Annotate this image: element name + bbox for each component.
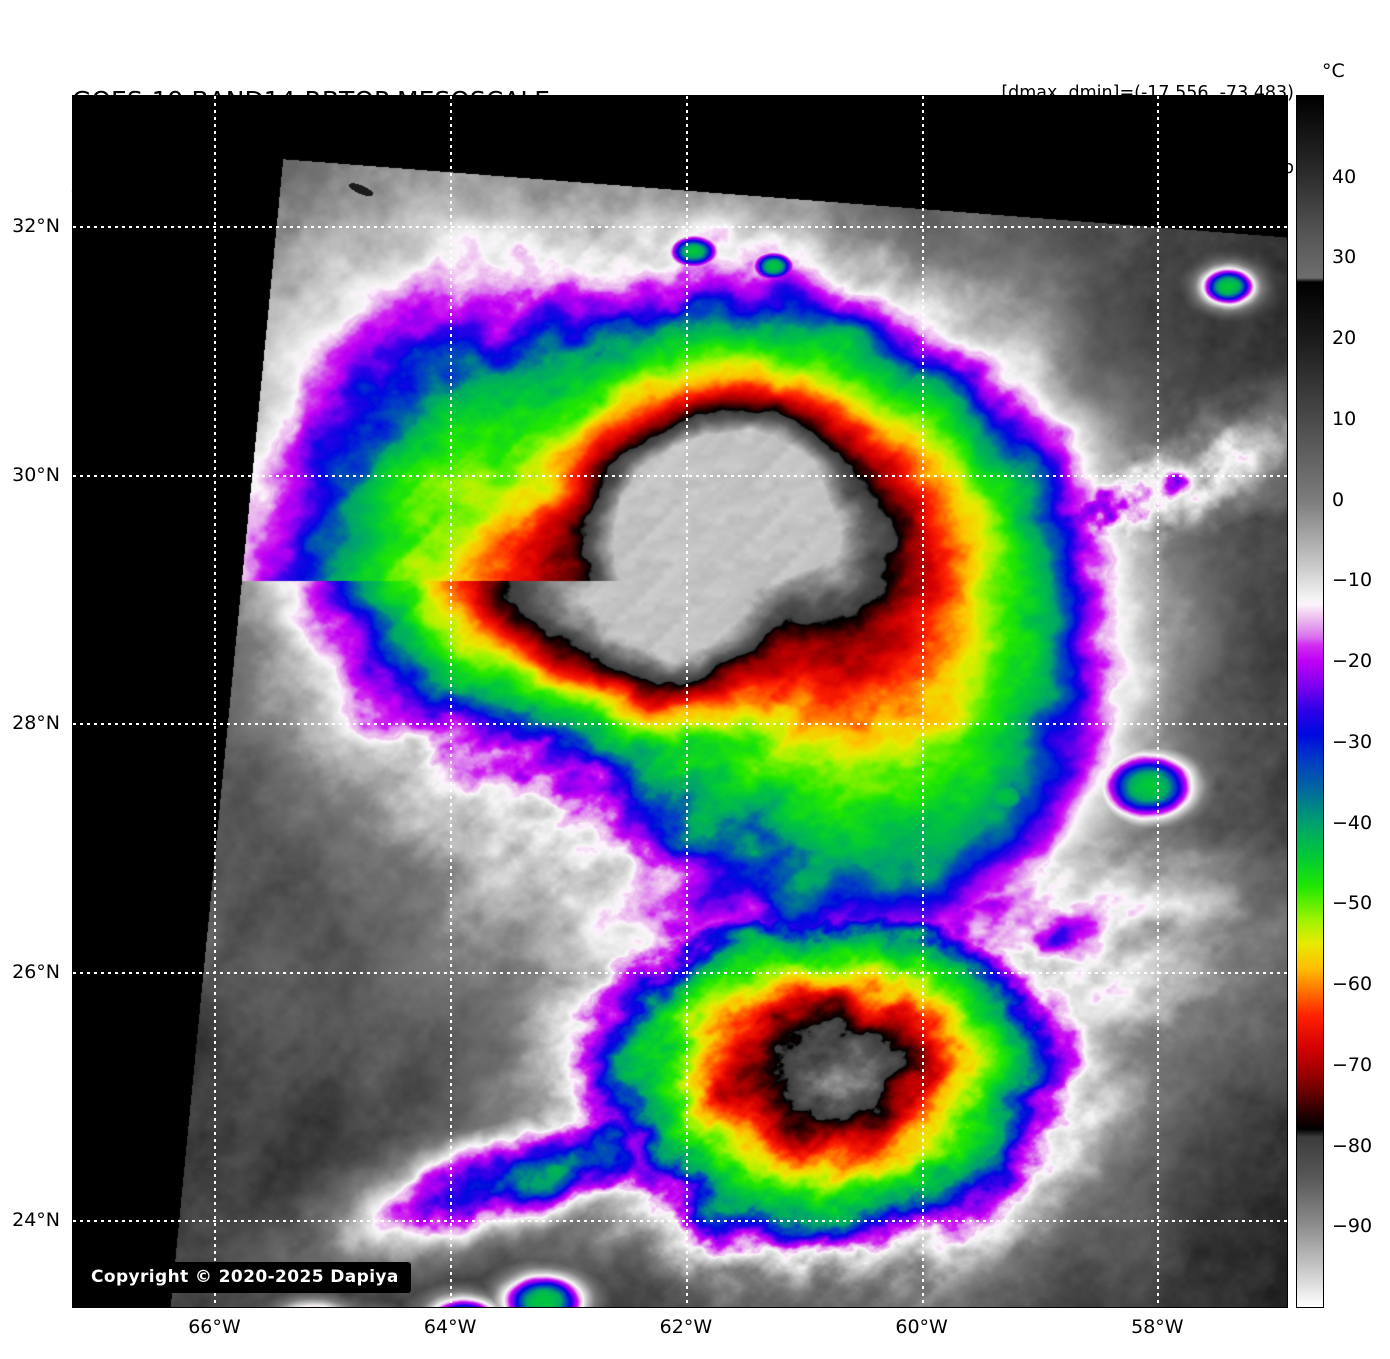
satellite-image-plot: Copyright © 2020-2025 Dapiya <box>72 95 1288 1308</box>
colorbar-tick-label: 10 <box>1332 407 1357 430</box>
colorbar-tick-label: −90 <box>1332 1215 1373 1238</box>
colorbar-tick-label: 0 <box>1332 488 1345 511</box>
colorbar-gradient <box>1297 96 1323 1307</box>
longitude-tick-label: 60°W <box>895 1316 948 1338</box>
colorbar-unit-label: °C <box>1322 60 1345 82</box>
colorbar-tick-label: 40 <box>1332 165 1357 188</box>
longitude-tick-label: 66°W <box>188 1316 241 1338</box>
colorbar-tick-label: −10 <box>1332 569 1373 592</box>
colorbar-tick-label: 20 <box>1332 327 1357 350</box>
longitude-tick-label: 64°W <box>423 1316 477 1338</box>
latitude-tick-label: 26°N <box>12 960 60 983</box>
colorbar-tick-label: −30 <box>1332 730 1373 753</box>
latitude-tick-label: 32°N <box>12 215 60 238</box>
latitude-tick-label: 28°N <box>12 712 60 735</box>
colorbar-tick-label: −60 <box>1332 973 1373 996</box>
copyright-watermark: Copyright © 2020-2025 Dapiya <box>81 1262 411 1293</box>
longitude-tick-label: 62°W <box>659 1316 713 1338</box>
latitude-tick-label: 24°N <box>12 1209 60 1232</box>
colorbar-tick-label: −50 <box>1332 892 1373 915</box>
colorbar-tick-label: −20 <box>1332 650 1373 673</box>
colorbar-tick-label: −70 <box>1332 1053 1373 1076</box>
colorbar-tick-label: −80 <box>1332 1134 1373 1157</box>
colorbar-tick-label: 30 <box>1332 246 1357 269</box>
colorbar-tick-label: −40 <box>1332 811 1373 834</box>
infrared-brightness-temperature-raster <box>73 96 1287 1307</box>
longitude-tick-label: 58°W <box>1131 1316 1184 1338</box>
temperature-colorbar <box>1296 95 1324 1308</box>
latitude-tick-label: 30°N <box>12 463 60 486</box>
